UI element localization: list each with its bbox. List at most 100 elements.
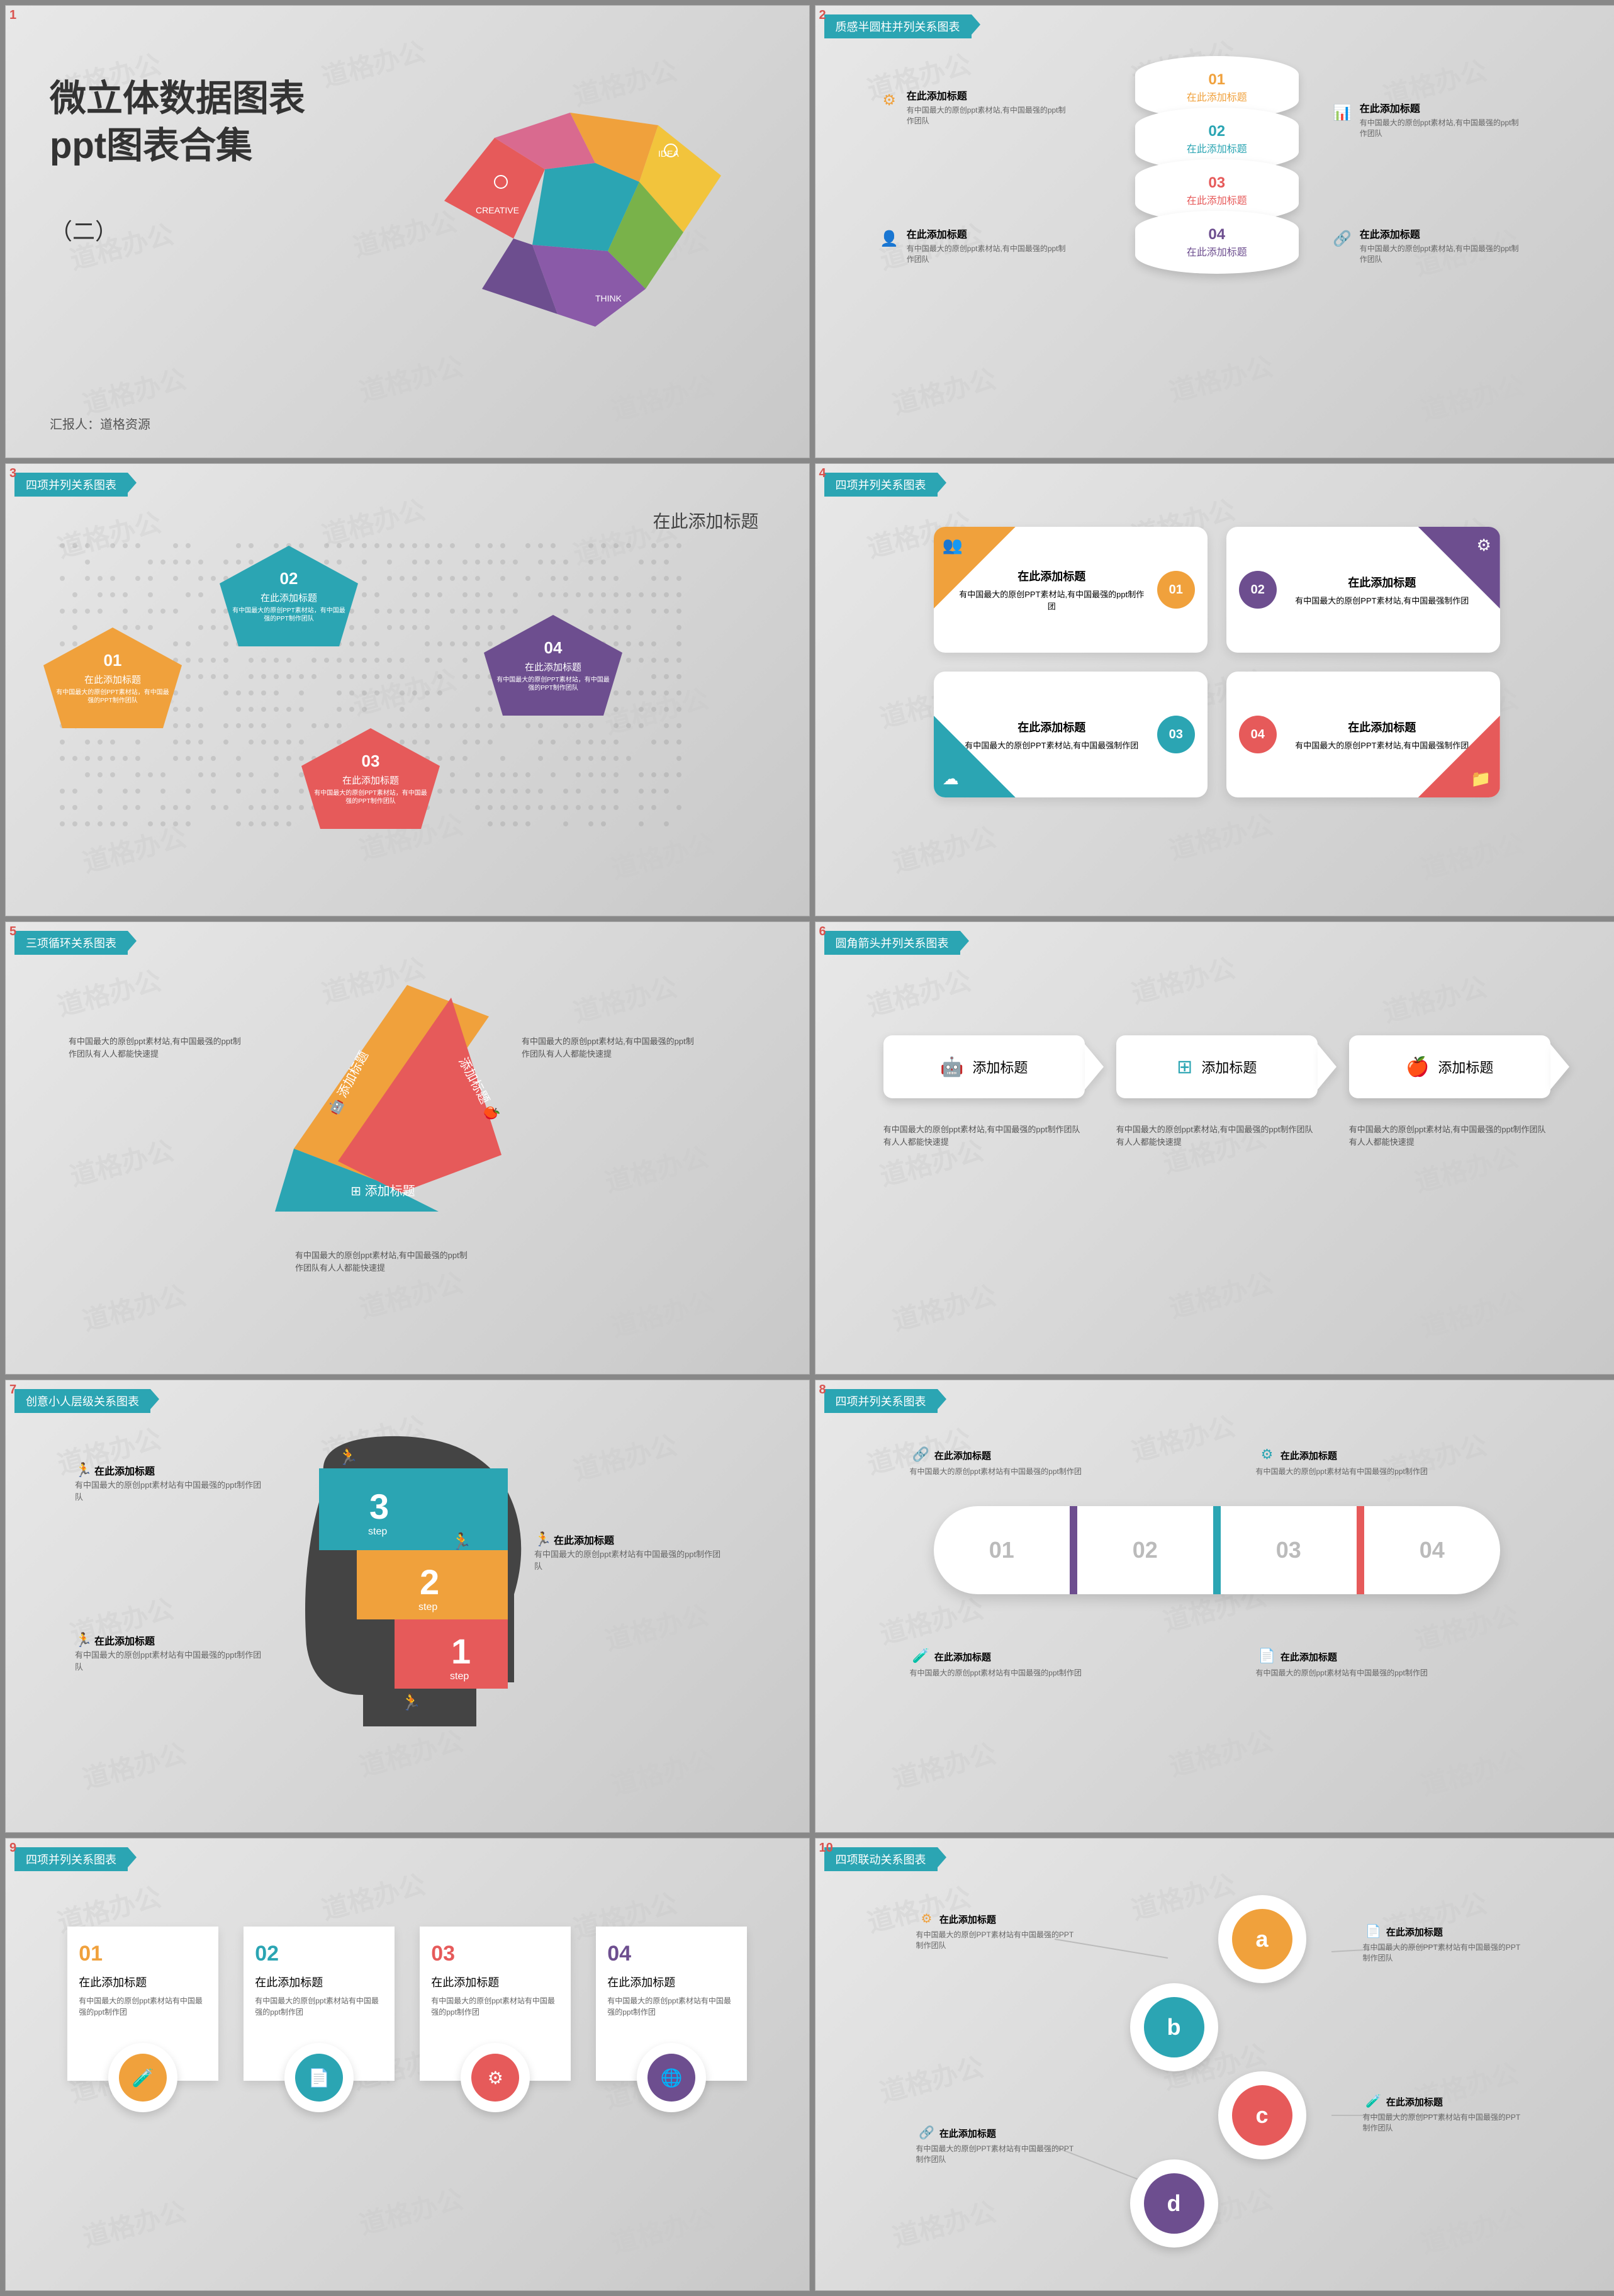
watermark: 道格办公 (607, 1280, 719, 1344)
slide-tab: 圆角箭头并列关系图表 (824, 931, 960, 955)
watermark: 道格办公 (1164, 803, 1276, 867)
info-card: ☁ 在此添加标题有中国最大的原创PPT素材站,有中国最强制作团 03 (934, 672, 1208, 797)
slide-7: 7创意小人层级关系图表道格办公道格办公道格办公道格办公道格办公道格办公道格办公道… (5, 1380, 810, 1833)
info-column: 04 在此添加标题有中国最大的原创ppt素材站有中国最强的ppt制作团 🌐 (596, 1927, 747, 2081)
chain-link: 03 (1221, 1506, 1364, 1594)
slide-tab: 四项并列关系图表 (824, 473, 938, 497)
arrow-icon: ⊞ (1177, 1056, 1192, 1078)
triangle-caption: 有中国最大的原创ppt素材站,有中国最强的ppt制作团队有人人都能快速提 (522, 1035, 698, 1060)
svg-text:🏃: 🏃 (401, 1692, 421, 1711)
circle-caption-icon: 🧪 (1363, 2090, 1384, 2112)
slide-2: 2质感半圆柱并列关系图表道格办公道格办公道格办公道格办公道格办公道格办公道格办公… (815, 5, 1614, 458)
chain-caption-icon: 📄 (1256, 1645, 1279, 1667)
svg-text:step: step (368, 1526, 387, 1537)
slide-number: 2 (819, 8, 826, 23)
card-badge: 04 (1239, 716, 1277, 753)
chain-caption-icon: 🧪 (910, 1645, 933, 1667)
letter-circle: a (1218, 1895, 1306, 1983)
callout-item: 📊 在此添加标题有中国最大的原创ppt素材站,有中国最强的ppt制作团队 (1331, 100, 1520, 139)
brain-graphic: CREATIVE IDEA THINK (419, 87, 746, 339)
watermark: 道格办公 (1416, 1280, 1528, 1344)
slide-number: 9 (9, 1841, 16, 1855)
svg-text:2: 2 (420, 1562, 439, 1602)
step-caption: 🏃 在此添加标题有中国最大的原创ppt素材站有中国最强的ppt制作团队 (75, 1632, 264, 1672)
cylinder-ring: 04在此添加标题 (1135, 211, 1299, 274)
info-column: 01 在此添加标题有中国最大的原创ppt素材站有中国最强的ppt制作团 🧪 (67, 1927, 218, 2081)
circle-caption: 🧪 在此添加标题有中国最大的原创PPT素材站有中国最强的PPT制作团队 (1363, 2090, 1527, 2133)
watermark: 道格办公 (607, 2197, 719, 2261)
card-badge: 02 (1239, 571, 1277, 609)
card-fold-icon: 👥 (943, 536, 963, 555)
watermark: 道格办公 (569, 1424, 681, 1488)
callout-item: 🔗 在此添加标题有中国最大的原创ppt素材站,有中国最强的ppt制作团队 (1331, 226, 1520, 265)
watermark: 道格办公 (355, 2178, 467, 2242)
chain-caption-icon: ⚙ (1256, 1443, 1279, 1466)
card-fold-icon: ⚙ (1476, 536, 1491, 555)
info-column: 02 在此添加标题有中国最大的原创ppt素材站有中国最强的ppt制作团 📄 (244, 1927, 395, 2081)
slide-tab: 四项联动关系图表 (824, 1847, 938, 1871)
card-fold-icon: 📁 (1471, 769, 1491, 789)
chain-link: 04 (1364, 1506, 1500, 1594)
slide-4: 4四项并列关系图表道格办公道格办公道格办公道格办公道格办公道格办公道格办公道格办… (815, 463, 1614, 916)
chain-caption: 📄 在此添加标题有中国最大的原创ppt素材站有中国最强的ppt制作团 (1256, 1645, 1432, 1678)
callout-icon: ⚙ (878, 87, 900, 113)
slide-tab: 质感半圆柱并列关系图表 (824, 14, 972, 38)
slide-5: 5三项循环关系图表道格办公道格办公道格办公道格办公道格办公道格办公道格办公道格办… (5, 921, 810, 1375)
callout-icon: 👤 (878, 226, 900, 251)
slide-number: 6 (819, 925, 826, 939)
circle-caption: ⚙ 在此添加标题有中国最大的原创PPT素材站有中国最强的PPT制作团队 (916, 1908, 1080, 1950)
callout-icon: 📊 (1331, 100, 1353, 125)
circle-caption-icon: ⚙ (916, 1908, 938, 1929)
info-card: 👥 在此添加标题有中国最大的原创PPT素材站,有中国最强的ppt制作团 01 (934, 527, 1208, 653)
slide-tab: 三项循环关系图表 (14, 931, 128, 955)
watermark: 道格办公 (887, 1274, 999, 1338)
watermark: 道格办公 (875, 1587, 987, 1652)
triangle-caption: 有中国最大的原创ppt素材站,有中国最强的ppt制作团队有人人都能快速提 (69, 1035, 245, 1060)
watermark: 道格办公 (355, 345, 467, 409)
watermark: 道格办公 (78, 2190, 190, 2254)
watermark: 道格办公 (53, 959, 165, 1023)
watermark: 道格办公 (1416, 822, 1528, 886)
circle-caption-icon: 🔗 (916, 2122, 938, 2143)
watermark: 道格办公 (607, 1738, 719, 1803)
letter-circle: d (1130, 2159, 1218, 2248)
step-icon: 🏃 (75, 1462, 92, 1478)
watermark: 道格办公 (887, 1732, 999, 1796)
card-badge: 03 (1157, 716, 1195, 753)
watermark: 道格办公 (600, 1135, 712, 1200)
watermark: 道格办公 (569, 965, 681, 1030)
circle-caption: 🔗 在此添加标题有中国最大的原创PPT素材站有中国最强的PPT制作团队 (916, 2122, 1080, 2164)
watermark: 道格办公 (1164, 345, 1276, 409)
watermark: 道格办公 (1416, 364, 1528, 428)
column-icon-circle: ⚙ (461, 2043, 530, 2112)
step-icon: 🏃 (534, 1531, 551, 1547)
watermark: 道格办公 (600, 1594, 712, 1658)
watermark: 道格办公 (78, 1732, 190, 1796)
watermark: 道格办公 (317, 1863, 429, 1927)
head-steps: 3 step 2 step 1 step 🏃 🏃 🏃 (275, 1431, 539, 1733)
slide-number: 1 (9, 8, 16, 23)
chain-caption: ⚙ 在此添加标题有中国最大的原创ppt素材站有中国最强的ppt制作团 (1256, 1443, 1432, 1477)
arrow-item: 🤖添加标题 (883, 1035, 1085, 1098)
slide-number: 7 (9, 1383, 16, 1397)
pentagon-marker: 03 在此添加标题 有中国最大的原创PPT素材站，有中国最强的PPT制作团队 (301, 728, 440, 829)
letter-circle: c (1218, 2071, 1306, 2159)
svg-text:3: 3 (369, 1487, 389, 1526)
watermark: 道格办公 (1164, 1719, 1276, 1784)
watermark: 道格办公 (887, 816, 999, 880)
arrow-item: ⊞添加标题 (1116, 1035, 1318, 1098)
slide-tab: 四项并列关系图表 (14, 473, 128, 497)
column-icon-circle: 🌐 (637, 2043, 706, 2112)
svg-text:step: step (450, 1671, 469, 1682)
watermark: 道格办公 (317, 30, 429, 94)
svg-text:🏃: 🏃 (451, 1532, 471, 1551)
watermark: 道格办公 (78, 1274, 190, 1338)
chain-links: 01020304 (934, 1506, 1500, 1594)
brain-label-creative: CREATIVE (476, 205, 519, 215)
pentagon-marker: 01 在此添加标题 有中国最大的原创PPT素材站，有中国最强的PPT制作团队 (43, 627, 182, 728)
callout-item: ⚙ 在此添加标题有中国最大的原创ppt素材站,有中国最强的ppt制作团队 (878, 87, 1067, 127)
letter-circle: b (1130, 1983, 1218, 2071)
slide-number: 3 (9, 466, 16, 481)
chain-caption-icon: 🔗 (910, 1443, 933, 1466)
pentagon-marker: 02 在此添加标题 有中国最大的原创PPT素材站，有中国最强的PPT制作团队 (220, 546, 358, 646)
